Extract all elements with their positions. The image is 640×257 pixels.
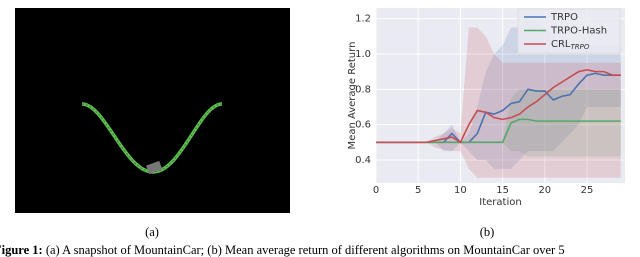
x-tick-label: 25 <box>581 185 594 196</box>
caption: Figure 1: (a) A snapshot of MountainCar;… <box>0 243 565 257</box>
panel-label: (b) <box>480 225 495 239</box>
legend-name: TRPO-Hash <box>550 26 607 37</box>
legend-label: TRPO <box>550 12 578 23</box>
legend-label: CRLTRPO <box>551 39 590 51</box>
series-line <box>376 69 621 144</box>
x-tick-label: 15 <box>496 185 509 196</box>
y-tick-label: 1.0 <box>355 49 371 60</box>
car <box>146 160 163 175</box>
x-axis-label: Iteration <box>479 197 521 208</box>
panel-label: (a) <box>145 225 159 239</box>
x-tick-label: 20 <box>538 185 551 196</box>
confidence-band <box>376 18 621 169</box>
y-tick-label: 0.6 <box>355 120 371 131</box>
y-axis-label: Mean Average Return <box>347 42 358 150</box>
y-tick-label: 0.8 <box>355 84 371 95</box>
y-tick-label: 1.2 <box>355 14 371 25</box>
legend-label: TRPO-Hash <box>550 26 607 37</box>
chart: 0.4 0.6 0.8 1.0 1.2 0 5 10 15 20 25 Iteration Mean A… <box>347 8 625 208</box>
legend-name: TRPO <box>550 12 578 23</box>
confidence-band <box>376 89 621 157</box>
caption-label: Figure 1: <box>0 243 43 257</box>
legend-name: CRL <box>551 39 571 50</box>
x-tick-label: 0 <box>373 185 379 196</box>
x-tick-label: 10 <box>454 185 467 196</box>
caption-text: (a) A snapshot of MountainCar; (b) Mean … <box>46 243 565 257</box>
legend-subscript: TRPO <box>571 43 590 51</box>
mountaincar-snapshot <box>15 8 290 213</box>
x-tick-label: 5 <box>415 185 421 196</box>
y-tick-label: 0.4 <box>355 155 371 166</box>
